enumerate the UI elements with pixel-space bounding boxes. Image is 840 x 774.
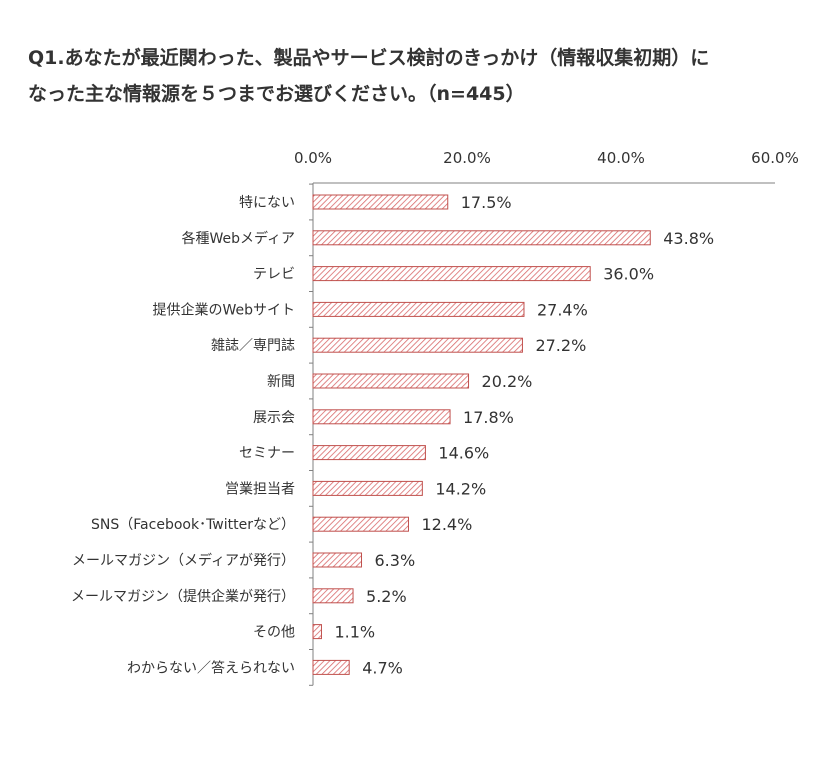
value-label: 20.2% — [482, 372, 533, 391]
bar — [312, 445, 426, 461]
bar — [312, 659, 350, 675]
value-label: 17.8% — [463, 408, 514, 427]
value-label: 14.6% — [438, 444, 489, 463]
chart-title: Q1.あなたが最近関わった、製品やサービス検討のきっかけ（情報収集初期）に なっ… — [28, 47, 710, 105]
value-label: 14.2% — [435, 479, 486, 498]
bar — [312, 409, 451, 425]
value-label: 12.4% — [421, 515, 472, 534]
category-label: SNS（Facebook･Twitterなど） — [91, 517, 295, 533]
value-label: 5.2% — [366, 587, 407, 606]
bar — [312, 480, 423, 496]
category-label: メールマガジン（メディアが発行） — [72, 552, 295, 569]
x-tick-label: 60.0% — [751, 149, 799, 167]
bars — [312, 194, 651, 675]
category-label: 各種Webメディア — [181, 230, 295, 247]
category-label: 特にない — [239, 195, 295, 211]
bar — [312, 588, 354, 604]
category-label: 雑誌／専門誌 — [211, 338, 295, 354]
category-label: 展示会 — [253, 410, 295, 426]
category-label: わからない／答えられない — [127, 659, 295, 676]
value-label: 36.0% — [603, 265, 654, 284]
bar — [312, 301, 525, 317]
bar — [312, 516, 409, 532]
bar — [312, 230, 651, 246]
value-label: 17.5% — [461, 193, 512, 212]
value-label: 27.2% — [535, 336, 586, 355]
value-label: 43.8% — [663, 229, 714, 248]
x-tick-label: 0.0% — [294, 149, 332, 167]
x-tick-label: 40.0% — [597, 149, 645, 167]
category-label: テレビ — [253, 267, 295, 283]
y-axis-labels: 特にない各種Webメディアテレビ提供企業のWebサイト雑誌／専門誌新聞展示会セミ… — [71, 195, 295, 676]
bar — [312, 194, 449, 210]
value-label: 6.3% — [375, 551, 416, 570]
bar — [312, 337, 523, 353]
bar — [312, 552, 363, 568]
category-label: 営業担当者 — [225, 481, 295, 497]
category-label: セミナー — [239, 446, 295, 462]
bar — [312, 624, 322, 640]
value-labels: 17.5% 43.8% 36.0% 27.4% 27.2%20.2% 17.8% 14.6%… — [334, 193, 714, 677]
category-label: その他 — [253, 625, 295, 641]
bar — [312, 266, 591, 282]
category-label: メールマガジン（提供企業が発行） — [71, 588, 295, 605]
category-label: 新聞 — [267, 374, 295, 390]
category-label: 提供企業のWebサイト — [152, 301, 295, 318]
x-tick-label: 20.0% — [443, 149, 491, 167]
bar — [312, 373, 470, 389]
value-label: 27.4% — [537, 300, 588, 319]
value-label: 4.7% — [362, 658, 403, 677]
value-label: 1.1% — [334, 623, 375, 642]
